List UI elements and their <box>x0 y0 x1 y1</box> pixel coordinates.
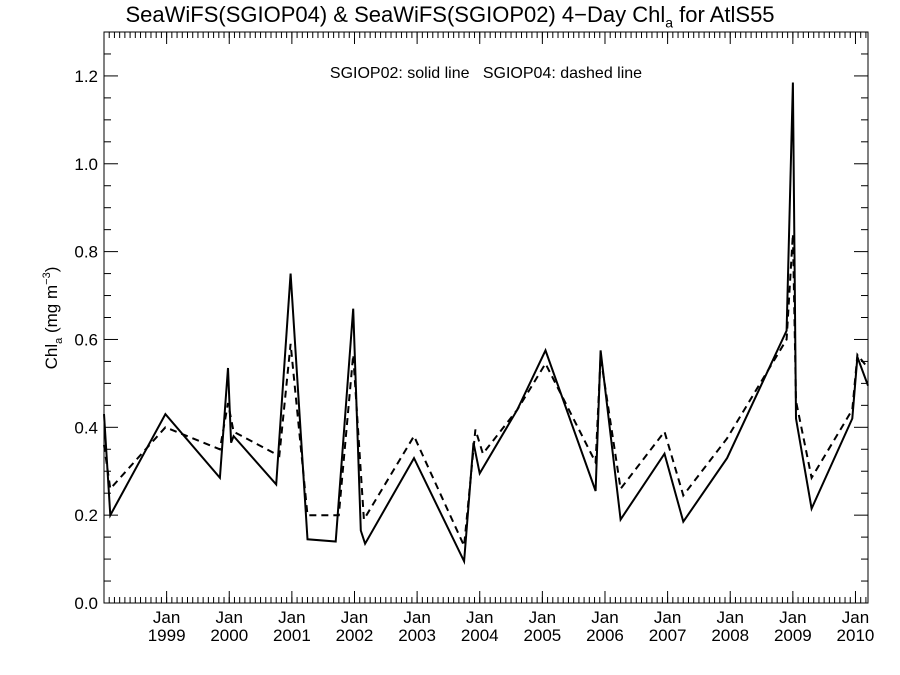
x-tick-year: 2000 <box>210 626 248 645</box>
x-tick-year: 1999 <box>148 626 186 645</box>
y-tick-label: 1.2 <box>74 67 98 86</box>
y-tick-label: 1.0 <box>74 155 98 174</box>
series-layer <box>103 82 869 566</box>
x-tick-month: Jan <box>717 608 744 627</box>
x-tick-month: Jan <box>153 608 180 627</box>
ylabel-subscript: a <box>53 337 65 344</box>
x-tick-year: 2009 <box>774 626 812 645</box>
y-axis-label: Chla (mg m−3) <box>41 267 65 370</box>
x-tick-month: Jan <box>779 608 806 627</box>
ylabel-superscript: −3 <box>41 272 53 285</box>
ylabel-unit: (mg m <box>42 285 61 338</box>
x-tick-year: 2007 <box>649 626 687 645</box>
x-tick-year: 2005 <box>523 626 561 645</box>
ylabel-close: ) <box>42 267 61 273</box>
x-tick-year: 2010 <box>837 626 875 645</box>
title-main-text: SeaWiFS(SGIOP04) & SeaWiFS(SGIOP02) 4−Da… <box>125 2 666 27</box>
x-tick-month: Jan <box>654 608 681 627</box>
axes: 0.00.20.40.60.81.01.2Jan1999Jan2000Jan20… <box>74 31 875 645</box>
legend-text: SGIOP02: solid line SGIOP04: dashed line <box>330 65 642 82</box>
x-tick-year: 2003 <box>398 626 436 645</box>
y-tick-label: 0.2 <box>74 506 98 525</box>
x-tick-month: Jan <box>278 608 305 627</box>
series-line-sgiop04 <box>103 233 869 550</box>
title-subscript: a <box>665 14 674 31</box>
x-tick-year: 2002 <box>336 626 374 645</box>
x-tick-month: Jan <box>466 608 493 627</box>
x-tick-month: Jan <box>216 608 243 627</box>
series-line-sgiop02 <box>103 82 869 566</box>
x-tick-month: Jan <box>842 608 869 627</box>
y-tick-label: 0.6 <box>74 330 98 349</box>
x-tick-year: 2008 <box>711 626 749 645</box>
y-tick-label: 0.0 <box>74 594 98 613</box>
y-tick-label: 0.8 <box>74 243 98 262</box>
ylabel-main: Chl <box>42 344 61 370</box>
x-tick-month: Jan <box>403 608 430 627</box>
plot-frame <box>103 31 869 604</box>
y-tick-label: 0.4 <box>74 418 98 437</box>
title-suffix-text: for AtlS55 <box>673 2 775 27</box>
chart-title: SeaWiFS(SGIOP04) & SeaWiFS(SGIOP02) 4−Da… <box>0 2 900 30</box>
x-tick-year: 2004 <box>461 626 499 645</box>
x-tick-month: Jan <box>591 608 618 627</box>
x-tick-month: Jan <box>341 608 368 627</box>
x-tick-year: 2001 <box>273 626 311 645</box>
x-tick-year: 2006 <box>586 626 624 645</box>
x-tick-month: Jan <box>529 608 556 627</box>
